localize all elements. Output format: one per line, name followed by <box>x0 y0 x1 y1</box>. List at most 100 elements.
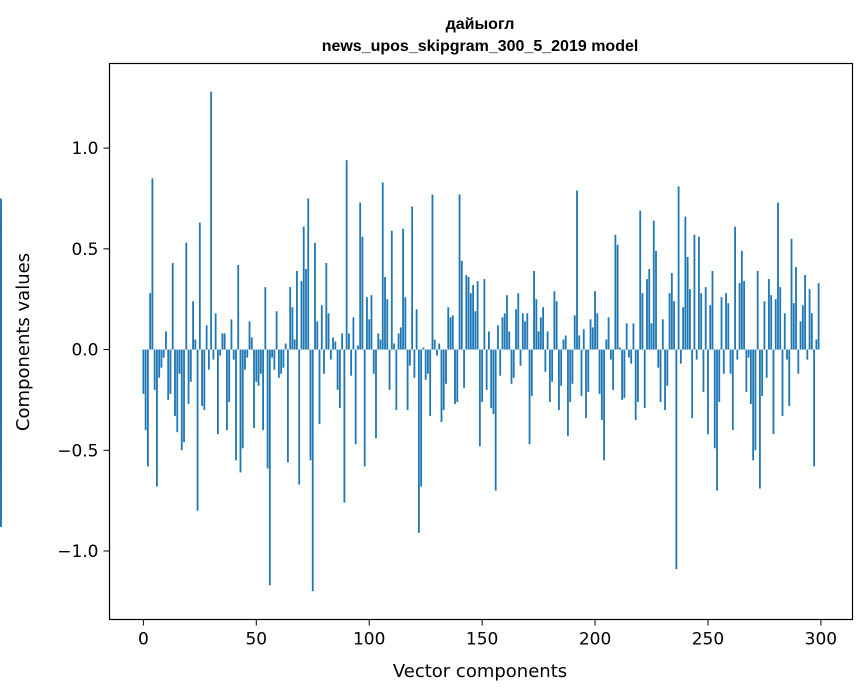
bar-65 <box>289 287 292 350</box>
bar-169 <box>524 321 526 350</box>
bar-100 <box>368 319 371 350</box>
bar-250 <box>707 349 709 435</box>
bar-20 <box>187 349 190 404</box>
bar-284 <box>783 313 786 350</box>
bar-55 <box>266 349 269 469</box>
bar-21 <box>189 349 192 382</box>
bar-215 <box>628 349 630 358</box>
bar-200 <box>594 291 596 350</box>
bar-102 <box>372 349 375 374</box>
bar-125 <box>424 349 427 380</box>
bar-46 <box>246 349 249 358</box>
bar-254 <box>716 349 718 491</box>
bar-174 <box>535 299 538 350</box>
bar-264 <box>738 283 741 350</box>
bar-288 <box>792 303 795 350</box>
bar-159 <box>501 317 504 350</box>
bar-112 <box>395 349 398 410</box>
bar-235 <box>673 301 675 350</box>
bar-144 <box>467 277 470 350</box>
bar-272 <box>756 270 759 350</box>
bar-62 <box>282 349 285 368</box>
bar-188 <box>567 349 569 437</box>
bar-281 <box>777 202 779 350</box>
bar-103 <box>375 349 377 439</box>
bar-130 <box>436 349 438 356</box>
bar-117 <box>406 349 409 410</box>
chart-title: дайыогл <box>446 16 515 33</box>
x-tick-label: 100 <box>353 630 385 650</box>
bar-194 <box>580 349 583 396</box>
bar-90 <box>345 160 348 350</box>
bar-122 <box>417 349 420 533</box>
bar-161 <box>506 295 508 350</box>
bar-210 <box>616 244 619 350</box>
bar-255 <box>718 349 721 402</box>
bar-51 <box>257 349 260 386</box>
chart-subtitle: news_upos_skipgram_300_5_2019 model <box>322 38 639 55</box>
bar-2 <box>146 349 149 467</box>
bar-266 <box>743 281 746 350</box>
bar-279 <box>772 349 775 435</box>
bar-109 <box>388 349 391 390</box>
bar-233 <box>668 293 671 350</box>
x-tick-label: 50 <box>245 630 267 650</box>
bar-135 <box>447 307 450 350</box>
bar-229 <box>659 349 662 402</box>
bar-182 <box>553 291 556 350</box>
bar-160 <box>503 313 506 350</box>
bar-271 <box>754 349 757 451</box>
bar-175 <box>537 331 540 350</box>
bar-14 <box>174 349 176 417</box>
bar-192 <box>576 190 578 350</box>
bar-99 <box>366 297 368 350</box>
bar-185 <box>560 349 563 386</box>
bar-126 <box>427 349 429 374</box>
bar-268 <box>747 349 750 358</box>
bar-294 <box>806 349 809 360</box>
bar-74 <box>309 349 312 461</box>
bar-38 <box>228 349 231 402</box>
bar-226 <box>652 220 655 350</box>
bar-154 <box>490 349 493 408</box>
bar-153 <box>488 331 490 350</box>
y-axis-ticks: −1.0 −0.5 0.0 0.5 1.0 <box>57 139 110 562</box>
bar-138 <box>454 349 456 404</box>
bar-18 <box>183 349 185 443</box>
bar-291 <box>799 321 802 350</box>
bar-283 <box>781 349 784 417</box>
bar-94 <box>354 349 357 445</box>
bar-91 <box>347 333 350 350</box>
bar-234 <box>670 273 673 350</box>
bar-undefined <box>0 200 2 350</box>
bar-57 <box>271 349 274 358</box>
bar-76 <box>314 242 316 350</box>
bar-292 <box>801 305 804 350</box>
bar-190 <box>571 349 574 384</box>
x-tick-label: 150 <box>466 630 498 650</box>
bar-155 <box>492 349 495 415</box>
bar-168 <box>521 313 524 350</box>
bar-247 <box>700 293 703 350</box>
bar-145 <box>469 293 472 350</box>
bar-259 <box>727 303 730 350</box>
bar-67 <box>293 339 296 350</box>
bar-40 <box>232 349 235 360</box>
bar-58 <box>273 349 276 370</box>
bar-223 <box>646 279 648 350</box>
y-tick-label: 0.5 <box>71 240 98 260</box>
bar-11 <box>167 349 170 400</box>
bar-285 <box>786 349 788 360</box>
x-tick-label: 300 <box>805 630 837 650</box>
bar-25 <box>198 222 201 350</box>
bar-98 <box>363 349 366 467</box>
bar-249 <box>704 287 707 350</box>
bars-group <box>0 91 820 592</box>
bar-163 <box>510 349 513 384</box>
x-tick-label: 250 <box>692 630 724 650</box>
bar-186 <box>562 339 565 350</box>
bar-165 <box>515 309 517 350</box>
bar-209 <box>614 234 617 350</box>
bar-39 <box>230 319 233 350</box>
bar-178 <box>544 349 547 372</box>
